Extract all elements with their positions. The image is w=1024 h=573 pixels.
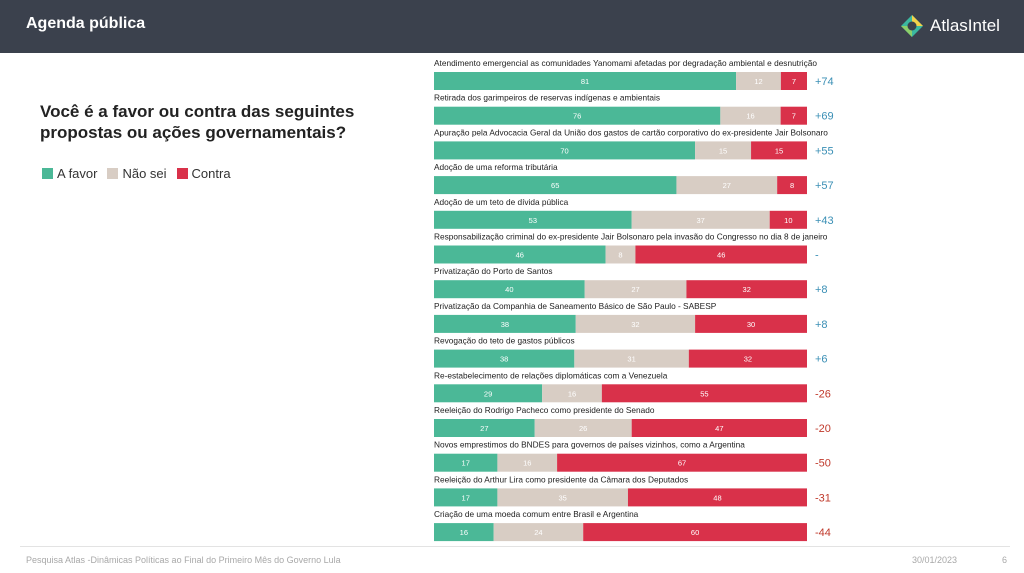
row-label: Privatização da Companhia de Saneamento … [434, 301, 717, 311]
bar-value-contra: 8 [790, 181, 794, 190]
net-value: +55 [815, 145, 834, 157]
bar-value-contra: 60 [691, 528, 699, 537]
net-value: -44 [815, 527, 831, 539]
row-label: Privatização do Porto de Santos [434, 266, 553, 276]
row-label: Responsabilização criminal do ex-preside… [434, 232, 828, 242]
bar-value-favor: 40 [505, 285, 513, 294]
bar-value-contra: 55 [700, 389, 708, 398]
bar-value-contra: 15 [775, 146, 783, 155]
row-label: Reeleição do Rodrigo Pacheco como presid… [434, 405, 655, 415]
net-value: +57 [815, 180, 834, 192]
row-label: Reeleição do Arthur Lira como presidente… [434, 474, 688, 484]
bar-value-naosei: 15 [719, 146, 727, 155]
net-value: - [815, 250, 819, 262]
bar-value-favor: 70 [560, 146, 568, 155]
row-label: Atendimento emergencial as comunidades Y… [434, 58, 817, 68]
bar-value-contra: 10 [784, 216, 792, 225]
net-value: +8 [815, 319, 828, 331]
bar-value-contra: 48 [713, 493, 721, 502]
row-label: Apuração pela Advocacia Geral da União d… [434, 127, 828, 137]
net-value: -20 [815, 423, 831, 435]
bar-value-favor: 46 [516, 251, 524, 260]
row-label: Novos emprestimos do BNDES para governos… [434, 440, 745, 450]
net-value: +74 [815, 76, 834, 88]
bar-value-contra: 46 [717, 251, 725, 260]
net-value: +43 [815, 215, 834, 227]
bar-value-favor: 53 [529, 216, 537, 225]
bar-value-contra: 32 [744, 355, 752, 364]
page-number: 6 [1002, 555, 1007, 565]
bar-value-naosei: 16 [523, 459, 531, 468]
bar-value-favor: 76 [573, 112, 581, 121]
bar-value-contra: 47 [715, 424, 723, 433]
net-value: +6 [815, 354, 828, 366]
bar-value-naosei: 16 [568, 389, 576, 398]
bar-value-contra: 67 [678, 459, 686, 468]
bar-value-favor: 16 [460, 528, 468, 537]
bar-value-favor: 38 [500, 355, 508, 364]
row-label: Criação de uma moeda comum entre Brasil … [434, 509, 639, 519]
footer-divider [20, 546, 1010, 547]
net-value: -31 [815, 492, 831, 504]
bar-value-favor: 17 [462, 493, 470, 502]
bar-value-contra: 32 [743, 285, 751, 294]
row-label: Re-estabelecimento de relações diplomáti… [434, 370, 668, 380]
bar-value-contra: 7 [792, 112, 796, 121]
bar-value-contra: 30 [747, 320, 755, 329]
net-value: -26 [815, 388, 831, 400]
net-value: +69 [815, 111, 834, 123]
bar-value-naosei: 16 [746, 112, 754, 121]
bar-value-favor: 17 [462, 459, 470, 468]
bar-value-naosei: 31 [627, 355, 635, 364]
net-value: -50 [815, 458, 831, 470]
bar-value-favor: 65 [551, 181, 559, 190]
net-value: +8 [815, 284, 828, 296]
bar-value-favor: 27 [480, 424, 488, 433]
row-label: Retirada dos garimpeiros de reservas ind… [434, 93, 660, 103]
row-label: Revogação do teto de gastos públicos [434, 336, 575, 346]
bar-value-naosei: 24 [534, 528, 542, 537]
bar-value-naosei: 37 [697, 216, 705, 225]
bar-value-naosei: 26 [579, 424, 587, 433]
bar-value-favor: 81 [581, 77, 589, 86]
bar-value-naosei: 35 [559, 493, 567, 502]
footer-date: 30/01/2023 [912, 555, 957, 565]
bar-value-naosei: 8 [618, 251, 622, 260]
bar-value-naosei: 27 [631, 285, 639, 294]
row-label: Adoção de um teto de dívida pública [434, 197, 569, 207]
stacked-bar-chart: Atendimento emergencial as comunidades Y… [0, 0, 1024, 573]
bar-value-naosei: 32 [631, 320, 639, 329]
bar-value-naosei: 12 [754, 77, 762, 86]
bar-value-favor: 29 [484, 389, 492, 398]
footer-source: Pesquisa Atlas -Dinâmicas Políticas ao F… [26, 555, 341, 565]
bar-value-contra: 7 [792, 77, 796, 86]
bar-value-favor: 38 [501, 320, 509, 329]
bar-value-naosei: 27 [723, 181, 731, 190]
row-label: Adoção de uma reforma tributária [434, 162, 558, 172]
